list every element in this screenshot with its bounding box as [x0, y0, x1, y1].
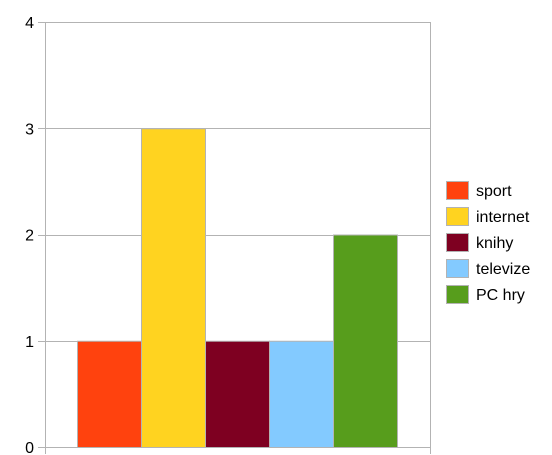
bar-sport — [77, 340, 142, 448]
legend-swatch-internet — [446, 207, 469, 226]
legend-swatch-knihy — [446, 233, 469, 252]
legend-label: knihy — [476, 235, 513, 252]
axes — [45, 22, 431, 454]
bar-internet — [141, 128, 206, 448]
legend-swatch-pc-hry — [446, 285, 469, 304]
legend-label: sport — [476, 183, 512, 200]
y-tick-label: 4 — [25, 15, 34, 32]
legend-label: televize — [476, 261, 530, 278]
legend-label: internet — [476, 209, 530, 226]
y-tick-label: 1 — [25, 334, 34, 351]
y-tick-label: 3 — [25, 121, 34, 138]
bar-knihy — [205, 340, 270, 448]
bar-pc-hry — [333, 234, 398, 448]
y-tick-label: 0 — [25, 440, 34, 455]
legend-swatch-televize — [446, 259, 469, 278]
y-tick-label: 2 — [25, 228, 34, 245]
legend: sport internet knihy televize PC hry — [446, 181, 530, 304]
legend-swatch-sport — [446, 181, 469, 200]
bar-televize — [269, 340, 334, 448]
y-axis-ticks: 0 1 2 3 4 — [25, 15, 45, 455]
bars — [77, 128, 398, 448]
legend-label: PC hry — [476, 287, 525, 304]
